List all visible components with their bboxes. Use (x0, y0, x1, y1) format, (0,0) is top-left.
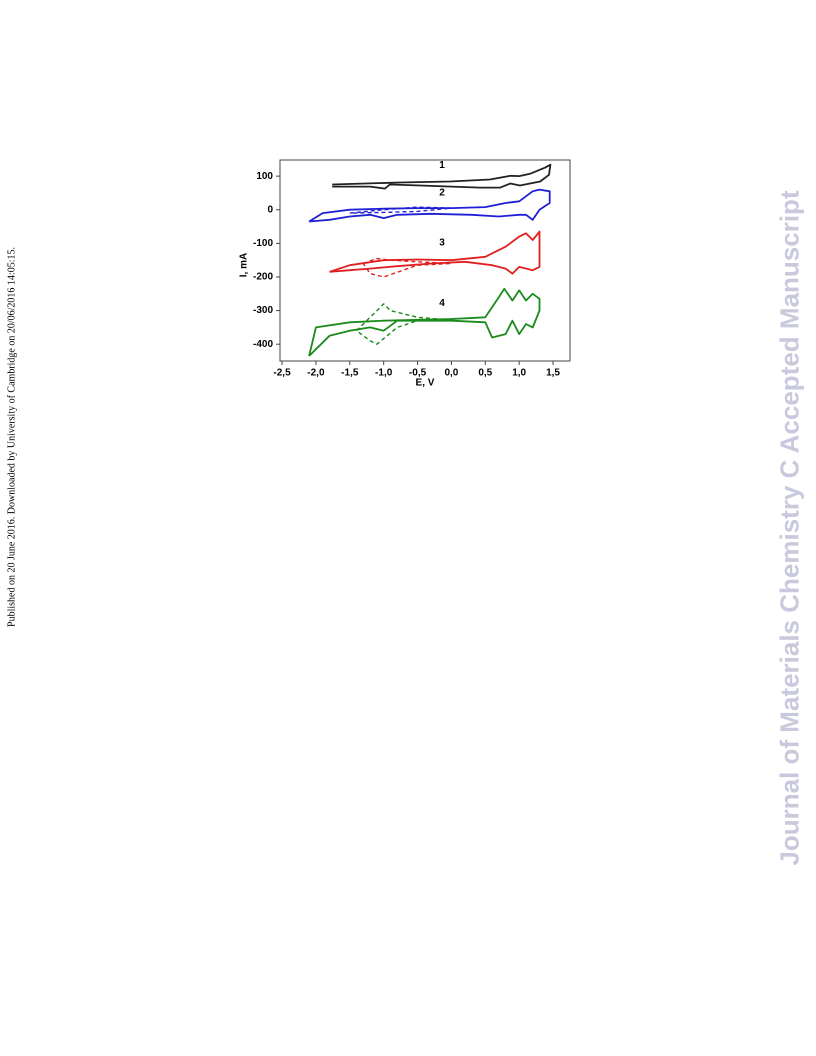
dashed-curve (356, 303, 439, 345)
x-tick-label: -1,0 (375, 368, 393, 379)
curve (332, 163, 552, 190)
y-tick-label: -300 (253, 305, 273, 316)
x-axis-label: E, V (416, 378, 435, 389)
curve-label: 2 (439, 188, 445, 199)
y-tick-label: 100 (256, 171, 273, 182)
curve (308, 287, 541, 357)
x-tick-label: 0,5 (478, 368, 492, 379)
y-axis-label: I, mA (239, 253, 250, 277)
x-tick-label: 0,0 (444, 368, 458, 379)
y-tick-label: 0 (267, 204, 273, 215)
y-tick-label: -200 (253, 272, 273, 283)
curve-label: 4 (439, 298, 445, 309)
x-tick-label: 1,0 (512, 368, 526, 379)
plot-frame (279, 159, 571, 362)
dashed-curve (362, 257, 453, 278)
x-tick-label: -0,5 (409, 368, 427, 379)
x-tick-label: -2,5 (273, 368, 291, 379)
curve-label: 1 (439, 160, 445, 171)
curve-label: 3 (439, 237, 445, 248)
x-tick-label: -2,0 (307, 368, 325, 379)
dashed-curve (349, 206, 453, 214)
x-tick-label: -1,5 (341, 368, 359, 379)
curve (329, 230, 541, 275)
curve (308, 188, 551, 223)
y-tick-label: -400 (253, 339, 273, 350)
y-tick-label: -100 (253, 238, 273, 249)
x-tick-label: 1,5 (546, 368, 560, 379)
